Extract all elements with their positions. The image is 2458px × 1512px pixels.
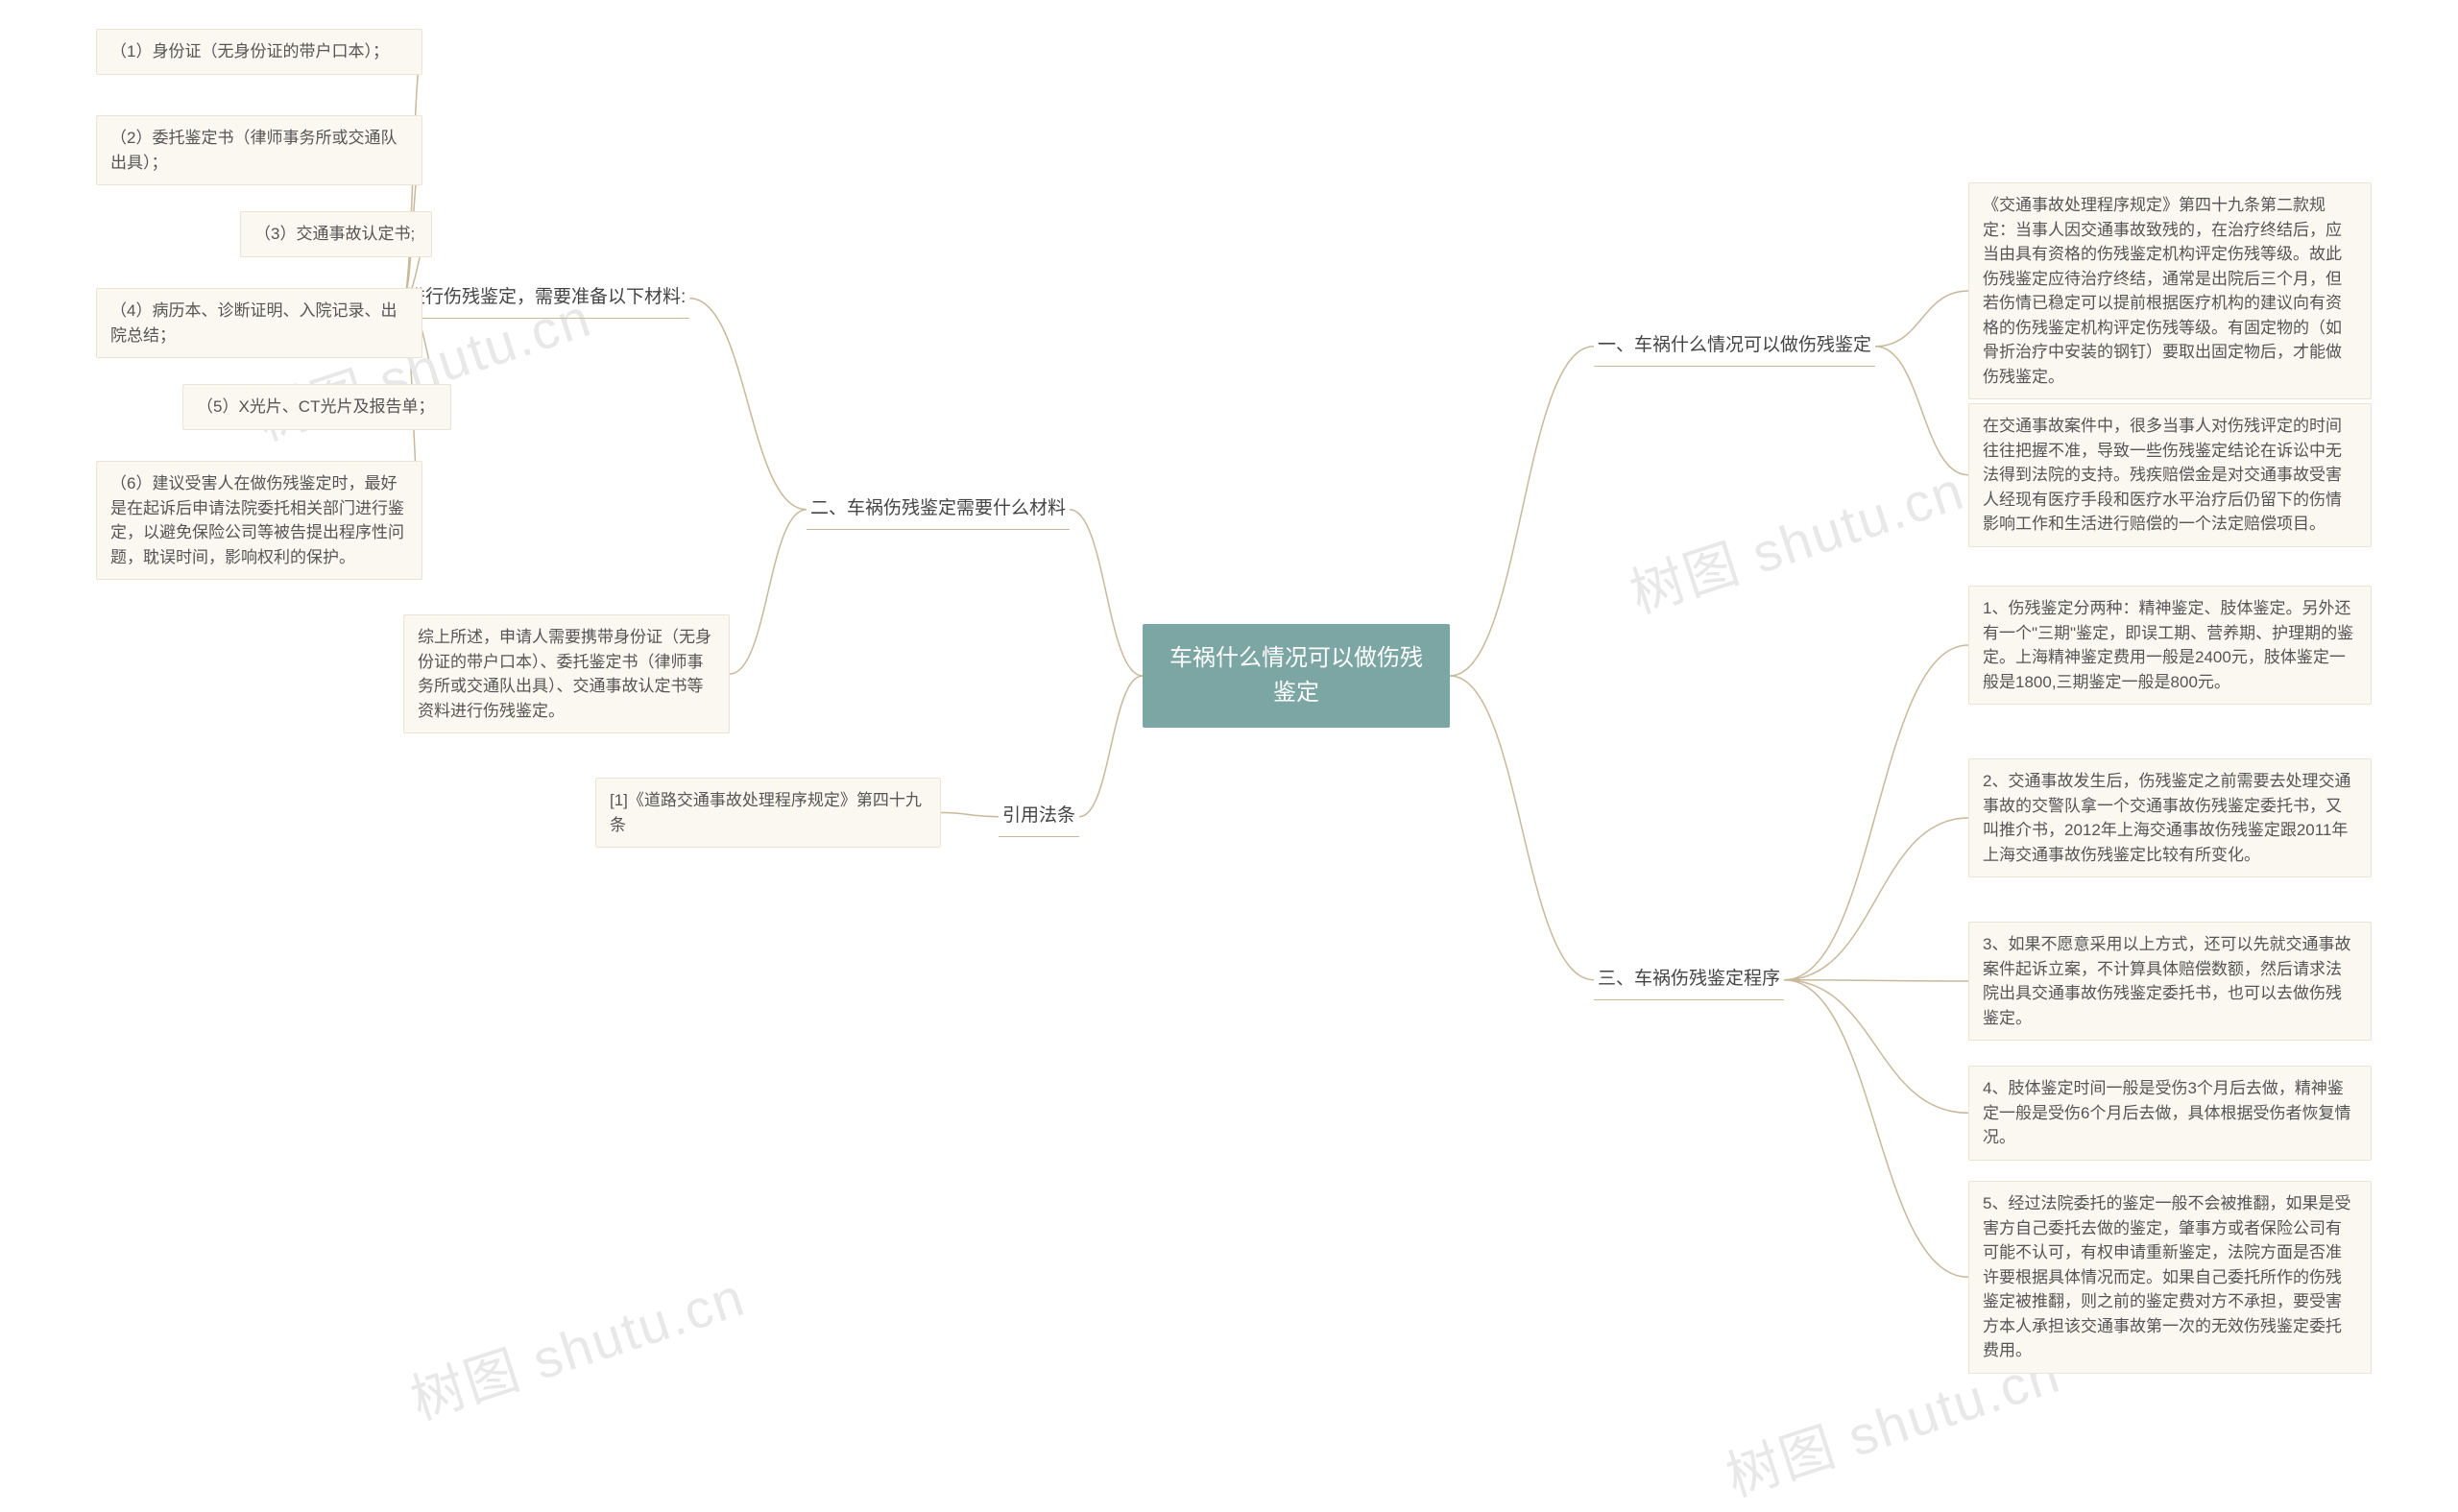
branch-right-1[interactable]: 一、车祸什么情况可以做伤残鉴定 bbox=[1594, 326, 1875, 367]
leaf-text: （2）委托鉴定书（律师事务所或交通队出具）； bbox=[110, 129, 397, 172]
leaf-text: （6）建议受害人在做伤残鉴定时，最好是在起诉后申请法院委托相关部门进行鉴定，以避… bbox=[110, 474, 404, 566]
leaf-r2-3[interactable]: 4、肢体鉴定时间一般是受伤3个月后去做，精神鉴定一般是受伤6个月后去做，具体根据… bbox=[1968, 1066, 2372, 1161]
leaf-text: 4、肢体鉴定时间一般是受伤3个月后去做，精神鉴定一般是受伤6个月后去做，具体根据… bbox=[1983, 1079, 2350, 1146]
watermark: 树图 shutu.cn bbox=[1619, 447, 1973, 629]
leaf-l1a-2[interactable]: （3）交通事故认定书; bbox=[240, 211, 432, 257]
leaf-l1a-1[interactable]: （2）委托鉴定书（律师事务所或交通队出具）； bbox=[96, 115, 422, 185]
leaf-text: 在交通事故案件中，很多当事人对伤残评定的时间往往把握不准，导致一些伤残鉴定结论在… bbox=[1983, 417, 2342, 533]
branch-label: 进行伤残鉴定，需要准备以下材料: bbox=[407, 287, 686, 307]
leaf-r2-2[interactable]: 3、如果不愿意采用以上方式，还可以先就交通事故案件起诉立案，不计算具体赔偿数额，… bbox=[1968, 922, 2372, 1041]
leaf-l1a-5[interactable]: （6）建议受害人在做伤残鉴定时，最好是在起诉后申请法院委托相关部门进行鉴定，以避… bbox=[96, 461, 422, 580]
leaf-r2-1[interactable]: 2、交通事故发生后，伤残鉴定之前需要去处理交通事故的交警队拿一个交通事故伤残鉴定… bbox=[1968, 758, 2372, 877]
branch-label: 三、车祸伤残鉴定程序 bbox=[1598, 969, 1780, 989]
leaf-text: （4）病历本、诊断证明、入院记录、出院总结； bbox=[110, 301, 397, 345]
branch-label: 引用法条 bbox=[1002, 805, 1075, 826]
leaf-text: 《交通事故处理程序规定》第四十九条第二款规定：当事人因交通事故致残的，在治疗终结… bbox=[1983, 196, 2342, 386]
center-topic-text: 车祸什么情况可以做伤残鉴定 bbox=[1169, 645, 1423, 706]
leaf-text: 1、伤残鉴定分两种：精神鉴定、肢体鉴定。另外还有一个"三期"鉴定，即误工期、营养… bbox=[1983, 599, 2353, 691]
leaf-text: （1）身份证（无身份证的带户口本）； bbox=[110, 42, 389, 60]
leaf-text: 3、如果不愿意采用以上方式，还可以先就交通事故案件起诉立案，不计算具体赔偿数额，… bbox=[1983, 935, 2350, 1027]
leaf-l1a-0[interactable]: （1）身份证（无身份证的带户口本）； bbox=[96, 29, 422, 75]
leaf-text: 2、交通事故发生后，伤残鉴定之前需要去处理交通事故的交警队拿一个交通事故伤残鉴定… bbox=[1983, 772, 2350, 864]
branch-label: 一、车祸什么情况可以做伤残鉴定 bbox=[1598, 335, 1871, 355]
watermark: 树图 shutu.cn bbox=[399, 1254, 754, 1435]
sub-branch-left-1a[interactable]: 进行伤残鉴定，需要准备以下材料: bbox=[403, 278, 689, 319]
leaf-text: 综上所述，申请人需要携带身份证（无身份证的带户口本）、委托鉴定书（律师事务所或交… bbox=[418, 628, 711, 720]
leaf-text: （3）交通事故认定书; bbox=[254, 225, 415, 243]
leaf-text: （5）X光片、CT光片及报告单； bbox=[197, 397, 434, 416]
leaf-l1b[interactable]: 综上所述，申请人需要携带身份证（无身份证的带户口本）、委托鉴定书（律师事务所或交… bbox=[403, 614, 730, 733]
center-topic[interactable]: 车祸什么情况可以做伤残鉴定 bbox=[1143, 624, 1450, 728]
branch-left-2[interactable]: 引用法条 bbox=[999, 797, 1079, 837]
branch-label: 二、车祸伤残鉴定需要什么材料 bbox=[810, 498, 1066, 518]
mindmap-root: 树图 shutu.cn 树图 shutu.cn 树图 shutu.cn 树图 s… bbox=[0, 0, 2458, 1468]
leaf-r1-1[interactable]: 在交通事故案件中，很多当事人对伤残评定的时间往往把握不准，导致一些伤残鉴定结论在… bbox=[1968, 403, 2372, 547]
leaf-text: [1]《道路交通事故处理程序规定》第四十九条 bbox=[610, 791, 922, 834]
leaf-l2-0[interactable]: [1]《道路交通事故处理程序规定》第四十九条 bbox=[595, 778, 941, 848]
leaf-r1-0[interactable]: 《交通事故处理程序规定》第四十九条第二款规定：当事人因交通事故致残的，在治疗终结… bbox=[1968, 182, 2372, 399]
branch-right-2[interactable]: 三、车祸伤残鉴定程序 bbox=[1594, 960, 1784, 1000]
leaf-r2-4[interactable]: 5、经过法院委托的鉴定一般不会被推翻，如果是受害方自己委托去做的鉴定，肇事方或者… bbox=[1968, 1181, 2372, 1374]
leaf-l1a-4[interactable]: （5）X光片、CT光片及报告单； bbox=[182, 384, 451, 430]
leaf-r2-0[interactable]: 1、伤残鉴定分两种：精神鉴定、肢体鉴定。另外还有一个"三期"鉴定，即误工期、营养… bbox=[1968, 586, 2372, 705]
leaf-text: 5、经过法院委托的鉴定一般不会被推翻，如果是受害方自己委托去做的鉴定，肇事方或者… bbox=[1983, 1194, 2350, 1359]
leaf-l1a-3[interactable]: （4）病历本、诊断证明、入院记录、出院总结； bbox=[96, 288, 422, 358]
branch-left-1[interactable]: 二、车祸伤残鉴定需要什么材料 bbox=[807, 490, 1070, 530]
